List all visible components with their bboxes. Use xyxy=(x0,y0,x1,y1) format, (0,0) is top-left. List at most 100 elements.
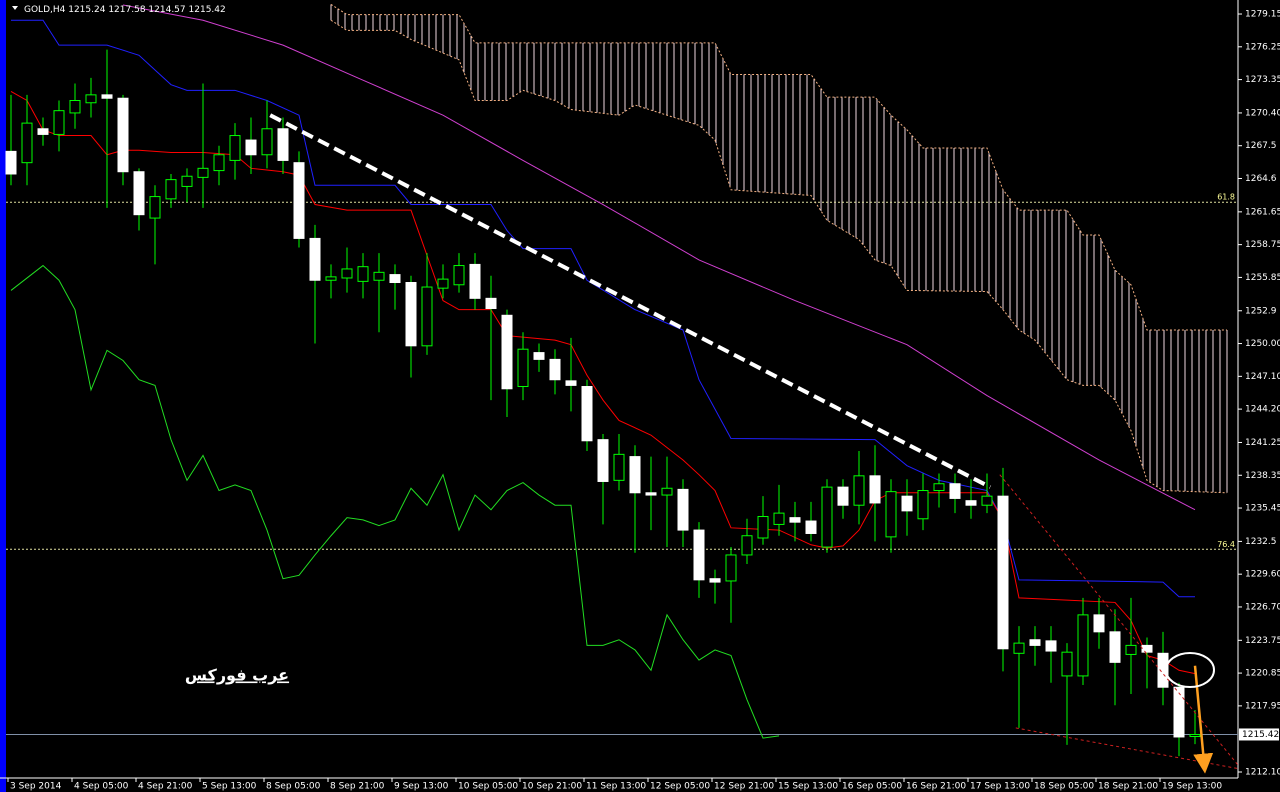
candle-body-down xyxy=(581,386,593,442)
watermark: عرب فوركس xyxy=(185,666,289,685)
indicator-line xyxy=(122,4,1196,511)
candle-body-down xyxy=(901,495,913,512)
low-value: 1214.57 xyxy=(148,5,185,15)
candle-body-down xyxy=(869,475,881,504)
x-tick-label: 12 Sep 21:00 xyxy=(714,782,774,792)
y-tick-label: 1247.10 xyxy=(1245,372,1280,382)
y-tick-label: 1241.25 xyxy=(1245,438,1280,448)
x-tick-label: 12 Sep 05:00 xyxy=(650,782,710,792)
candle-body-down xyxy=(1173,686,1185,738)
candle-body-down xyxy=(245,139,257,156)
candle-body-up xyxy=(325,276,337,281)
candle-body-down xyxy=(837,486,849,506)
x-tick-label: 15 Sep 13:00 xyxy=(778,782,838,792)
y-tick-label: 1235.45 xyxy=(1245,504,1280,514)
candle-body-down xyxy=(101,94,113,99)
y-tick-label: 1267.5 xyxy=(1245,141,1277,151)
candle-body-up xyxy=(341,268,353,279)
x-tick-label: 18 Sep 21:00 xyxy=(1098,782,1158,792)
y-tick-label: 1244.20 xyxy=(1245,405,1280,415)
x-tick-label: 8 Sep 05:00 xyxy=(266,782,321,792)
x-tick-label: 19 Sep 13:00 xyxy=(1162,782,1222,792)
open-value: 1215.24 xyxy=(68,5,105,15)
candle-body-down xyxy=(405,282,417,347)
y-tick-label: 1217.95 xyxy=(1245,701,1280,711)
candle-body-up xyxy=(357,266,369,282)
candle-body-down xyxy=(389,274,401,284)
candle-body-up xyxy=(21,122,33,164)
candle-body-down xyxy=(293,162,305,239)
candle-body-up xyxy=(853,475,865,506)
candle-body-up xyxy=(421,286,433,347)
header: GOLD,H4 1215.24 1217.58 1214.57 1215.42 xyxy=(24,5,226,15)
y-tick-label: 1238.35 xyxy=(1245,471,1280,481)
candle-body-up xyxy=(885,491,897,538)
x-tick-label: 4 Sep 21:00 xyxy=(138,782,193,792)
x-tick-label: 17 Sep 13:00 xyxy=(970,782,1030,792)
x-tick-label: 18 Sep 05:00 xyxy=(1034,782,1094,792)
candle-body-up xyxy=(437,278,449,289)
high-value: 1217.58 xyxy=(108,5,145,15)
y-tick-label: 1220.85 xyxy=(1245,669,1280,679)
candle-body-down xyxy=(469,263,481,299)
candle-body-down xyxy=(1029,639,1041,646)
candle-body-up xyxy=(981,495,993,506)
candle-body-up xyxy=(1061,651,1073,677)
plot: 61.8 76.4 xyxy=(5,3,1239,774)
candle-body-up xyxy=(213,154,225,172)
price-label: 1215.42 xyxy=(1242,730,1279,740)
candle-body-down xyxy=(533,352,545,360)
candle-body-up xyxy=(453,265,465,286)
candle-body-up xyxy=(261,128,273,156)
candle-body-up xyxy=(149,196,161,219)
y-tick-label: 1255.85 xyxy=(1245,273,1280,283)
highlight-ellipse xyxy=(1165,652,1215,688)
candle-body-up xyxy=(1077,614,1089,677)
candle-body-up xyxy=(741,535,753,556)
candle-body-down xyxy=(965,500,977,506)
x-tick-label: 9 Sep 13:00 xyxy=(394,782,449,792)
x-tick-label: 11 Sep 13:00 xyxy=(586,782,646,792)
candle-body-up xyxy=(69,100,81,114)
x-tick-label: 5 Sep 13:00 xyxy=(202,782,257,792)
candle-body-up xyxy=(197,167,209,178)
candle-body-down xyxy=(37,128,49,135)
candle-body-down xyxy=(501,314,513,390)
candle-body-down xyxy=(309,237,321,281)
y-tick-label: 1270.40 xyxy=(1245,108,1280,118)
x-tick-label: 4 Sep 05:00 xyxy=(74,782,129,792)
candle-body-down xyxy=(1141,644,1153,653)
candle-body-up xyxy=(933,483,945,492)
fib-label: 61.8 xyxy=(1217,193,1235,202)
candle-body-down xyxy=(133,171,145,216)
trend-line xyxy=(269,113,992,489)
candle-body-up xyxy=(917,490,929,520)
candle-body-down xyxy=(629,456,641,494)
candle-body-down xyxy=(277,128,289,161)
y-tick-label: 1250.00 xyxy=(1245,339,1280,349)
y-tick-label: 1273.35 xyxy=(1245,75,1280,85)
arrow xyxy=(1193,665,1214,774)
candle-body-down xyxy=(1157,652,1169,688)
candle-body-up xyxy=(229,135,241,161)
candle-body-up xyxy=(85,94,97,104)
candle-body-down xyxy=(597,439,609,482)
y-tick-label: 1229.60 xyxy=(1245,570,1280,580)
candle-body-down xyxy=(565,380,577,386)
window-edge xyxy=(0,0,6,792)
menu-icon xyxy=(12,6,18,10)
candle-body-up xyxy=(1125,644,1137,655)
candle-body-down xyxy=(1109,631,1121,663)
candle-body-up xyxy=(725,554,737,582)
candle-body-down xyxy=(1093,614,1105,633)
candle-body-down xyxy=(789,517,801,523)
candle-body-up xyxy=(661,487,673,496)
candle-body-up xyxy=(1013,642,1025,654)
candle-body-down xyxy=(709,578,721,583)
y-tick-label: 1264.6 xyxy=(1245,174,1277,184)
x-tick-label: 10 Sep 05:00 xyxy=(458,782,518,792)
candle-body-down xyxy=(805,520,817,534)
y-tick-label: 1232.5 xyxy=(1245,537,1277,547)
cloud-span-a xyxy=(330,3,1227,331)
candle-body-up xyxy=(821,486,833,548)
